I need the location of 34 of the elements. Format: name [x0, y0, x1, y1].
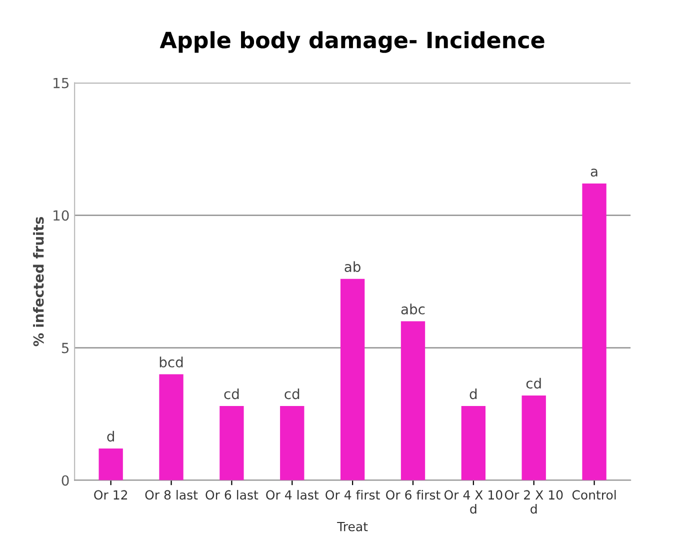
y-tick-label: 0: [62, 475, 69, 486]
y-tick-label: 10: [54, 210, 69, 221]
x-tick-label: Control: [572, 490, 616, 500]
bar: [280, 406, 304, 480]
data-label: abc: [401, 304, 425, 314]
x-tick-label: Or 4 first: [326, 490, 380, 500]
bar: [98, 448, 123, 480]
data-label: cd: [284, 388, 300, 400]
chart-title: Apple body damage- Incidence: [160, 31, 544, 53]
y-tick-label: 15: [54, 78, 69, 88]
data-label: d: [107, 430, 114, 442]
bar: [522, 395, 546, 480]
x-axis-title: Treat: [337, 522, 368, 532]
y-tick-label: 5: [62, 342, 69, 354]
x-tick-label: Or 4 X 10 d: [444, 490, 502, 514]
bar: [400, 321, 426, 480]
y-axis-title: % infected fruits: [33, 216, 44, 346]
data-label: cd: [526, 378, 541, 389]
x-tick-label: Or 4 last: [266, 490, 319, 500]
x-tick-label: Or 2 X 10 d: [504, 490, 563, 514]
x-tick-label: Or 6 first: [386, 490, 440, 500]
data-label: bcd: [160, 356, 183, 368]
x-tick-label: Or 8 last: [145, 490, 198, 500]
data-label: a: [590, 168, 598, 177]
data-label: d: [470, 388, 477, 400]
bar: [340, 278, 365, 480]
bar: [582, 183, 606, 480]
x-tick-label: Or 6 last: [206, 490, 258, 500]
bar: [461, 406, 486, 480]
bar: [220, 406, 244, 480]
x-tick-label: Or 12: [94, 490, 128, 500]
bar: [159, 374, 184, 480]
data-label: cd: [224, 388, 239, 400]
data-label: ab: [344, 261, 360, 272]
